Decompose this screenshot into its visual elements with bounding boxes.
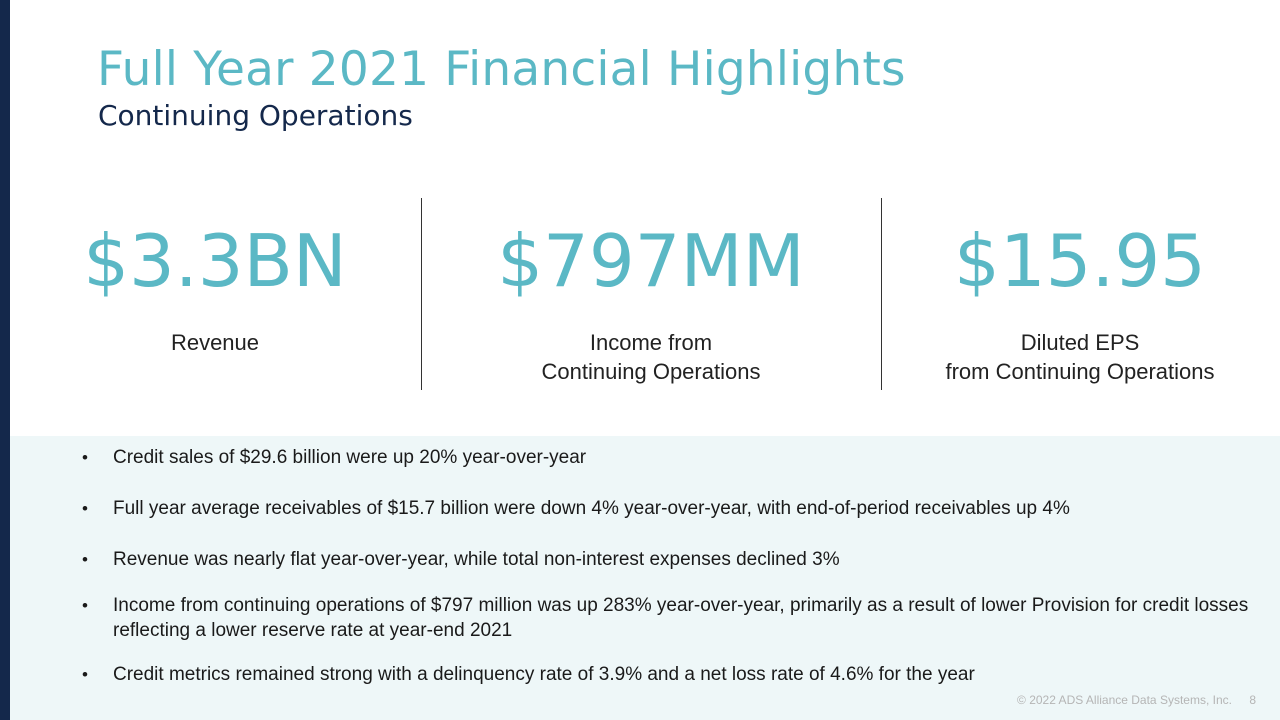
metric-eps: $15.95 Diluted EPS from Continuing Opera… xyxy=(910,218,1250,386)
list-item: • Full year average receivables of $15.7… xyxy=(80,496,1250,521)
left-accent-bar xyxy=(0,0,10,720)
slide-title: Full Year 2021 Financial Highlights xyxy=(97,42,906,97)
bullet-icon: • xyxy=(82,448,88,467)
metric-value: $15.95 xyxy=(954,219,1206,303)
metric-divider xyxy=(881,198,882,390)
page-number: 8 xyxy=(1249,693,1256,707)
copyright-text: © 2022 ADS Alliance Data Systems, Inc. xyxy=(1017,693,1232,707)
slide-subtitle: Continuing Operations xyxy=(98,99,413,132)
list-item-text: Credit sales of $29.6 billion were up 20… xyxy=(113,447,587,468)
highlights-panel xyxy=(10,436,1280,720)
list-item: • Revenue was nearly flat year-over-year… xyxy=(80,547,1250,572)
list-item-text: Revenue was nearly flat year-over-year, … xyxy=(113,549,840,570)
list-item: • Credit metrics remained strong with a … xyxy=(80,662,1250,687)
metric-label: Revenue xyxy=(170,330,260,355)
metric-label: Income from Continuing Operations xyxy=(541,330,761,384)
metric-label: Diluted EPS from Continuing Operations xyxy=(945,330,1215,384)
list-item-text: Income from continuing operations of $79… xyxy=(113,595,1249,641)
list-item-text: Credit metrics remained strong with a de… xyxy=(113,664,975,685)
metric-value: $3.3BN xyxy=(83,219,347,303)
metric-revenue: $3.3BN Revenue xyxy=(40,218,390,357)
slide-footer: © 2022 ADS Alliance Data Systems, Inc. 8 xyxy=(1017,693,1256,707)
bullet-icon: • xyxy=(82,665,88,684)
list-item-text: Full year average receivables of $15.7 b… xyxy=(113,498,1070,519)
list-item: • Income from continuing operations of $… xyxy=(80,593,1250,643)
metric-value: $797MM xyxy=(497,219,805,303)
bullet-icon: • xyxy=(82,550,88,569)
bullet-icon: • xyxy=(82,596,88,615)
list-item: • Credit sales of $29.6 billion were up … xyxy=(80,445,1250,470)
metric-divider xyxy=(421,198,422,390)
metric-income: $797MM Income from Continuing Operations xyxy=(451,218,851,386)
bullet-icon: • xyxy=(82,499,88,518)
